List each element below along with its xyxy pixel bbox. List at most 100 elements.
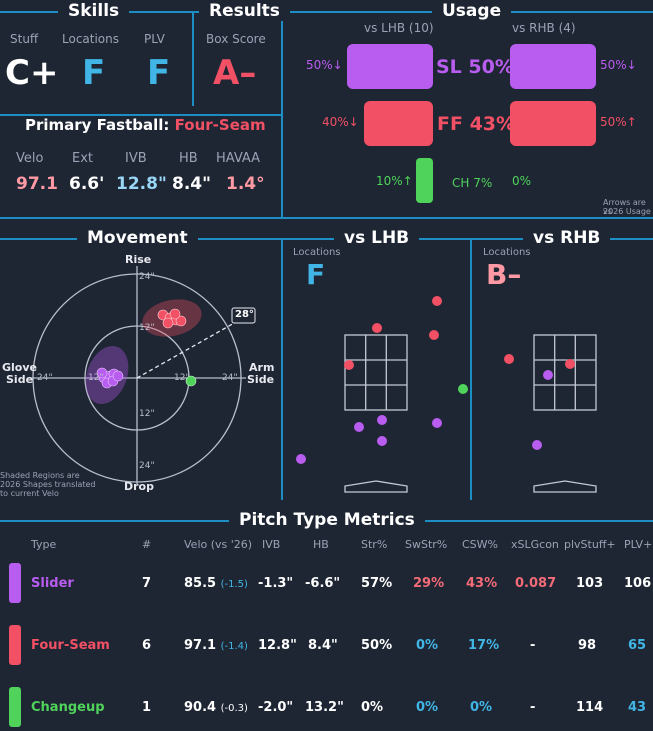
movement-note-line2: 2026 Shapes translated — [0, 480, 96, 489]
divider — [192, 11, 194, 106]
tick-right-12: 12" — [174, 373, 190, 383]
locations-grade: F — [82, 53, 106, 93]
col-header-plv: PLV+ — [624, 538, 653, 551]
usage-rhb-header: vs RHB (4) — [512, 21, 576, 35]
table-cell-csw: 17% — [468, 638, 500, 653]
stat-label-ext: Ext — [72, 151, 94, 166]
vs-rhb-locations-label: Locations — [483, 247, 531, 258]
ch-location — [458, 384, 468, 394]
table-cell-xslgcon: - — [530, 638, 536, 653]
tick-right-24: 24" — [222, 373, 238, 383]
movement-plot — [28, 266, 256, 484]
ff-location — [565, 359, 575, 369]
results-title: Results — [199, 1, 290, 21]
divider — [470, 238, 472, 500]
table-cell-xslgcon: 0.087 — [515, 576, 557, 591]
stat-label-havaa: HAVAA — [216, 151, 261, 166]
stat-value-ivb: 12.8" — [116, 174, 167, 194]
angle-label: 28° — [235, 309, 254, 320]
table-cell-count: 6 — [142, 638, 152, 653]
ff-point — [175, 315, 187, 327]
col-header-swstr: SwStr% — [405, 538, 448, 551]
table-cell-swstr: 0% — [416, 700, 439, 715]
velo-diff: (-1.4) — [220, 641, 248, 652]
divider — [281, 238, 283, 500]
usage-note-line2: 2026 Usage — [603, 207, 651, 216]
usage-lhb-change-fourseam: 40%↓ — [322, 115, 359, 129]
table-cell-csw: 43% — [466, 576, 498, 591]
sl-location — [432, 418, 442, 428]
table-cell-swstr: 0% — [416, 638, 439, 653]
fastball-title: Primary Fastball: Four-Seam — [17, 116, 274, 134]
tick-left-12: 12" — [88, 373, 104, 383]
usage-rhb-change-fourseam: 50%↑ — [600, 115, 637, 129]
vs-rhb-grade: B– — [486, 258, 522, 291]
usage-bar-lhb-fourseam — [364, 101, 433, 146]
table-cell-velo: 90.4 (-0.3) — [184, 700, 248, 715]
table-cell-velo: 97.1 (-1.4) — [184, 638, 248, 653]
tick-top-12: 12" — [139, 323, 155, 333]
stat-label-ivb: IVB — [125, 151, 147, 166]
table-cell-str: 0% — [361, 700, 384, 715]
table-cell-ivb: -1.3" — [258, 576, 294, 591]
table-cell-ivb: -2.0" — [258, 700, 294, 715]
tick-top-24: 24" — [139, 272, 155, 282]
movement-title: Movement — [77, 228, 198, 248]
vs-lhb-grade: F — [306, 258, 326, 291]
usage-lhb-header: vs LHB (10) — [364, 21, 434, 35]
angle-box — [231, 307, 256, 324]
divider — [0, 217, 653, 219]
stat-label-velo: Velo — [16, 151, 44, 166]
sl-point — [96, 367, 108, 379]
arm-side-label-1: Arm — [249, 361, 275, 374]
stat-value-ext: 6.6' — [69, 174, 105, 194]
col-header-type: Type — [31, 538, 57, 551]
drop-label: Drop — [124, 480, 154, 493]
slider-swatch — [9, 563, 21, 603]
strike-zone — [533, 334, 597, 411]
rise-label: Rise — [125, 253, 152, 266]
table-row-type: Slider — [31, 576, 74, 591]
sl-point — [112, 370, 124, 382]
ff-point — [162, 317, 174, 329]
divider — [0, 114, 283, 116]
vs-lhb-title: vs LHB — [334, 228, 420, 248]
col-header-ivb: IVB — [262, 538, 281, 551]
ff-location — [372, 323, 382, 333]
sl-location — [377, 415, 387, 425]
usage-lhb-change-changeup: 10%↑ — [376, 174, 413, 188]
velo-value: 90.4 — [184, 700, 217, 715]
sl-location — [532, 440, 542, 450]
table-cell-hb: 13.2" — [305, 700, 344, 715]
usage-title: Usage — [432, 1, 512, 21]
usage-total-changeup: CH 7% — [452, 176, 493, 190]
arm-angle-line — [136, 321, 237, 379]
col-header-str: Str% — [361, 538, 388, 551]
stat-value-hb: 8.4" — [172, 174, 211, 194]
sl-points — [96, 367, 124, 389]
locations-label: Locations — [62, 32, 120, 46]
col-header-csw: CSW% — [462, 538, 498, 551]
glove-side-label-2: Side — [6, 373, 34, 386]
usage-bar-rhb-slider — [510, 44, 596, 89]
col-header-hb: HB — [313, 538, 329, 551]
arm-side-label-2: Side — [247, 373, 275, 386]
stuff-label: Stuff — [10, 32, 39, 46]
velo-value: 97.1 — [184, 638, 217, 653]
col-header-xslgcon: xSLGcon — [511, 538, 559, 551]
table-cell-plvstuff: 114 — [576, 700, 604, 715]
skills-title: Skills — [58, 1, 130, 21]
stuff-grade: C+ — [5, 53, 59, 93]
velo-diff: (-1.5) — [220, 579, 248, 590]
table-cell-count: 7 — [142, 576, 152, 591]
usage-note-line1: Arrows are vs — [603, 198, 646, 216]
ch-point — [185, 375, 197, 387]
ff-location — [504, 354, 514, 364]
tick-left-24: 24" — [37, 373, 53, 383]
col-header-plvstuff: plvStuff+ — [564, 538, 616, 551]
col-header-count: # — [142, 538, 152, 551]
table-cell-hb: 8.4" — [308, 638, 338, 653]
table-cell-plv: 106 — [624, 576, 652, 591]
tick-bottom-12: 12" — [139, 409, 155, 419]
table-cell-ivb: 12.8" — [258, 638, 297, 653]
